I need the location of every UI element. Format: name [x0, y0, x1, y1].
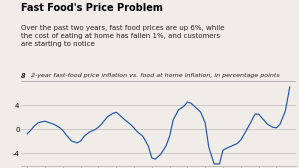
Text: 2-year fast-food price inflation vs. food at home inflation, in percentage point: 2-year fast-food price inflation vs. foo…	[30, 73, 279, 78]
Text: 8: 8	[21, 73, 25, 79]
Text: Fast Food's Price Problem: Fast Food's Price Problem	[21, 3, 163, 13]
Text: Over the past two years, fast food prices are up 6%, while
the cost of eating at: Over the past two years, fast food price…	[21, 25, 225, 47]
